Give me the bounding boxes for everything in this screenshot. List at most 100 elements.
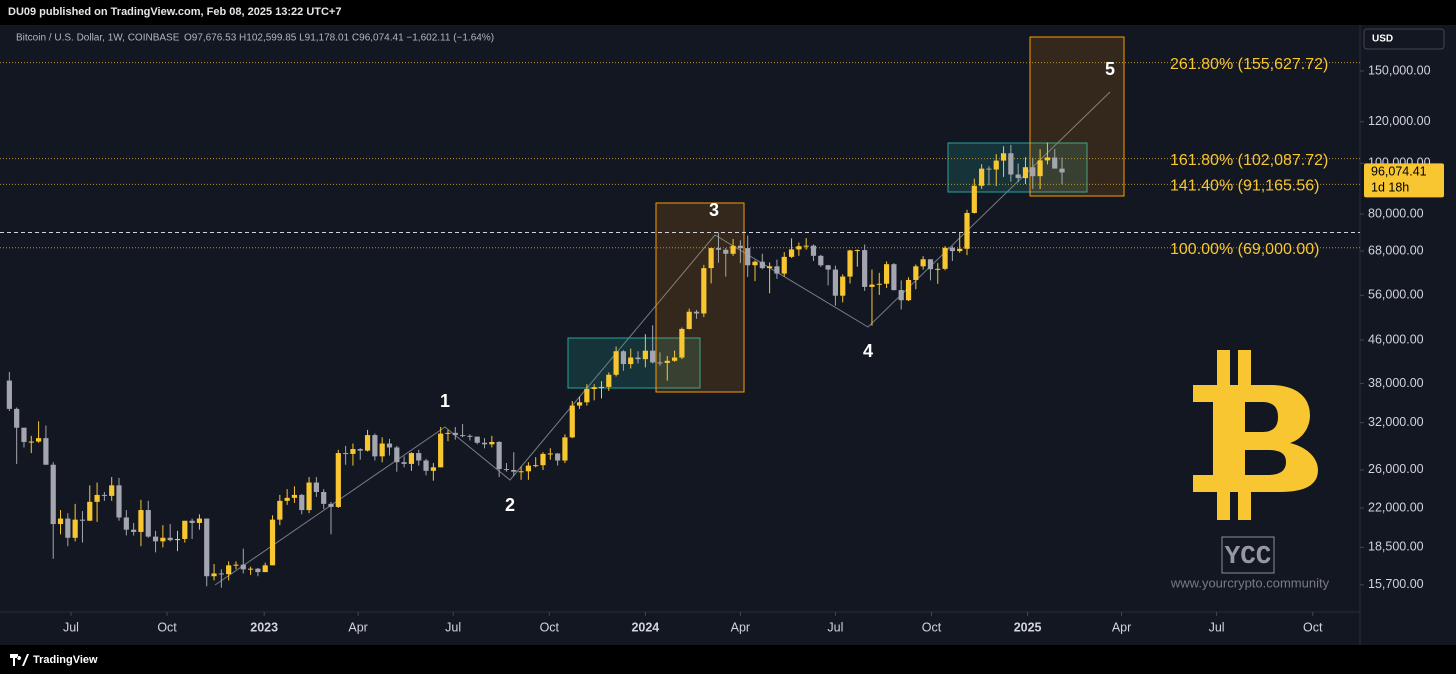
x-tick-label: Apr <box>348 620 367 634</box>
candle-body <box>489 441 495 445</box>
candle-body <box>503 469 510 471</box>
candle-body <box>964 212 970 249</box>
candle-body <box>138 510 144 532</box>
candle-body <box>43 438 49 465</box>
y-tick-label: 68,000.00 <box>1368 243 1424 257</box>
candle-body <box>364 435 371 451</box>
candle-body <box>854 250 860 252</box>
watermark-url: www.yourcrypto.community <box>1170 575 1330 590</box>
wave-label: 4 <box>863 341 873 361</box>
candle-body <box>1008 153 1014 175</box>
wave-label: 5 <box>1105 59 1115 79</box>
candle-body <box>211 573 217 577</box>
candle-body <box>240 564 246 570</box>
candle-body <box>847 250 853 277</box>
candle-body <box>533 465 539 467</box>
candle-body <box>416 453 422 461</box>
candle-body <box>109 485 115 496</box>
wave-box <box>655 202 745 393</box>
candle-body <box>277 500 283 520</box>
candle-body <box>1022 167 1029 179</box>
candle-body <box>28 441 34 443</box>
currency-box <box>1363 28 1445 50</box>
candle-body <box>781 256 787 274</box>
last-price-label: 96,074.41 <box>1371 165 1427 179</box>
candle-body <box>189 520 195 523</box>
candle-body <box>269 519 276 566</box>
candle-body <box>408 453 415 464</box>
candle-body <box>306 482 312 511</box>
candle-body <box>291 494 298 498</box>
candle-body <box>788 249 795 257</box>
candle-body <box>1015 174 1021 179</box>
candle-body <box>284 497 290 501</box>
bitcoin-logo <box>1193 350 1318 520</box>
candle-body <box>598 386 605 388</box>
candle-body <box>701 268 707 314</box>
candle-body <box>50 464 56 525</box>
candle-body <box>123 517 129 530</box>
candles <box>6 142 1065 588</box>
candle-body <box>525 465 531 472</box>
candle-body <box>57 518 64 525</box>
candle-body <box>905 279 912 301</box>
candle-body <box>1037 160 1043 177</box>
candle-body <box>335 453 341 507</box>
y-tick-label: 15,700.00 <box>1368 577 1424 591</box>
footer-brand: TradingView <box>33 654 98 666</box>
ohlc-info: O97,676.53 H102,599.85 L91,178.01 C96,07… <box>184 33 494 44</box>
candle-body <box>876 283 882 285</box>
candle-body <box>94 494 100 502</box>
chart-area <box>0 25 1456 645</box>
x-tick-label: Jul <box>63 620 79 634</box>
consolidation-box <box>567 337 701 389</box>
candle-body <box>255 568 261 573</box>
candle-body <box>350 449 356 454</box>
candle-body <box>723 249 729 254</box>
candle-body <box>445 432 451 434</box>
candle-body <box>459 435 466 437</box>
candle-body <box>65 518 71 538</box>
candle-body <box>810 245 817 256</box>
candle-body <box>21 427 27 442</box>
x-tick-label: Apr <box>731 620 750 634</box>
candle-body <box>233 564 239 566</box>
candle-body <box>752 261 758 266</box>
candle-body <box>825 265 831 270</box>
candle-body <box>671 357 678 361</box>
candle-body <box>174 538 181 541</box>
wave-box <box>1029 36 1125 197</box>
candle-body <box>891 264 897 291</box>
candle-body <box>584 389 590 403</box>
candle-body <box>247 568 254 570</box>
fib-label: 261.80% (155,627.72) <box>1170 56 1328 73</box>
last-price-tag <box>1364 163 1444 198</box>
candle-body <box>79 519 86 521</box>
consolidation-box <box>947 142 1088 193</box>
y-tick-label: 22,000.00 <box>1368 500 1424 514</box>
candle-body <box>715 248 722 250</box>
candle-body <box>555 453 561 461</box>
x-tick-label: 2024 <box>631 620 659 634</box>
candle-body <box>218 573 224 575</box>
candle-body <box>657 362 663 364</box>
x-tick-label: Jul <box>1209 620 1225 634</box>
fib-label: 100.00% (69,000.00) <box>1170 241 1319 258</box>
candle-body <box>1000 153 1007 161</box>
candle-body <box>1059 168 1065 173</box>
candle-body <box>569 405 575 438</box>
candle-body <box>642 350 648 360</box>
candle-body <box>299 494 305 511</box>
candle-body <box>35 438 42 442</box>
candle-body <box>986 168 992 170</box>
candle-body <box>759 261 765 269</box>
candle-body <box>423 460 429 471</box>
fib-label: 161.80% (102,087.72) <box>1170 152 1328 169</box>
publisher: DU09 published on TradingView.com, Feb 0… <box>8 6 341 18</box>
candle-body <box>1052 157 1058 169</box>
candle-body <box>343 453 349 455</box>
candle-body <box>87 501 93 521</box>
candle-body <box>613 351 619 375</box>
